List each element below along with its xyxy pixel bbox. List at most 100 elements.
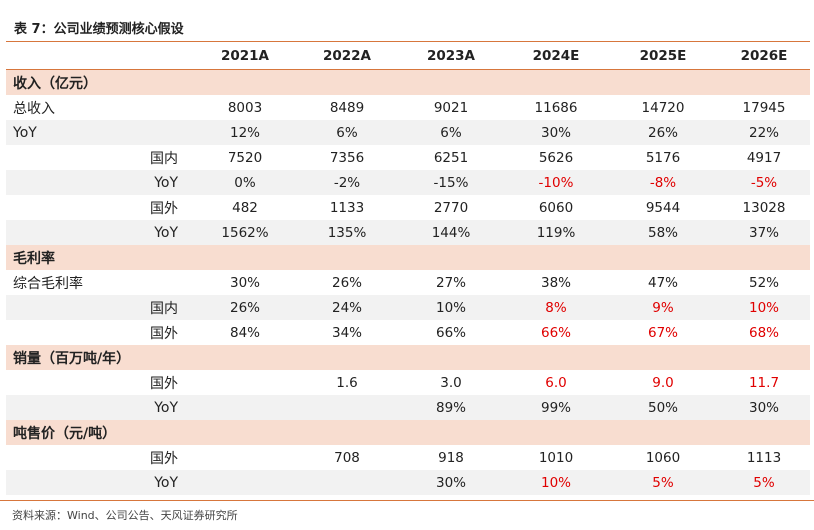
table-cell: 26% xyxy=(647,124,678,141)
table-cell xyxy=(195,420,295,445)
table-cell: 4917 xyxy=(746,149,782,166)
table-cell xyxy=(195,370,295,395)
table-title: 表 7：公司业绩预测核心假设 xyxy=(14,22,184,37)
table-row: YoY 89% 99% 50% 30% xyxy=(6,395,810,420)
column-header: 2022A xyxy=(322,47,372,64)
table-cell: 144% xyxy=(431,224,471,241)
table-cell: 26% xyxy=(229,299,260,316)
table-cell xyxy=(504,70,608,95)
row-label: 国外 xyxy=(150,450,178,467)
table-cell: 5% xyxy=(652,474,674,491)
row-label: 总收入 xyxy=(13,100,55,117)
table-cell xyxy=(399,70,503,95)
table-cell xyxy=(610,420,716,445)
table-cell xyxy=(399,420,503,445)
table-row: YoY 12% 6% 6% 30% 26% 22% xyxy=(6,120,810,145)
table-cell xyxy=(610,70,716,95)
table-cell: 14720 xyxy=(641,99,685,116)
table-cell: 9544 xyxy=(645,199,681,216)
table-header-row: 2021A 2022A 2023A 2024E 2025E 2026E xyxy=(6,42,810,70)
table-cell: 12% xyxy=(229,124,260,141)
table-row: 国外 1.6 3.0 6.0 9.0 11.7 xyxy=(6,370,810,395)
table-row: YoY 0% -2% -15% -10% -8% -5% xyxy=(6,170,810,195)
table-cell: -10% xyxy=(538,174,574,191)
section-header-row: 毛利率 xyxy=(6,245,810,270)
table-cell: 11686 xyxy=(534,99,578,116)
table-cell xyxy=(296,70,398,95)
table-row: 国内 26% 24% 10% 8% 9% 10% xyxy=(6,295,810,320)
table-cell: 10% xyxy=(435,299,466,316)
table-cell xyxy=(718,70,810,95)
table-cell: 52% xyxy=(748,274,779,291)
table-cell: 11.7 xyxy=(748,374,780,391)
table-cell xyxy=(399,245,503,270)
table-cell: 89% xyxy=(435,399,466,416)
table-cell: 13028 xyxy=(742,199,786,216)
table-cell: 9021 xyxy=(433,99,469,116)
table-cell: 30% xyxy=(540,124,571,141)
table-cell: 99% xyxy=(540,399,571,416)
table-cell: 1010 xyxy=(538,449,574,466)
table-cell: 66% xyxy=(540,324,571,341)
table-cell: -2% xyxy=(333,174,361,191)
table-cell: 1113 xyxy=(746,449,782,466)
table-cell: 8% xyxy=(545,299,567,316)
table-cell xyxy=(718,345,810,370)
table-cell: 30% xyxy=(229,274,260,291)
table-cell: 708 xyxy=(334,449,360,466)
row-label: YoY xyxy=(154,174,178,191)
column-header: 2025E xyxy=(639,47,687,64)
table-cell: 66% xyxy=(435,324,466,341)
table-cell: 135% xyxy=(327,224,367,241)
table-cell: 1060 xyxy=(645,449,681,466)
section-header-row: 收入（亿元） xyxy=(6,70,810,95)
row-label: 国外 xyxy=(150,200,178,217)
table-cell: 10% xyxy=(540,474,571,491)
table-cell: -5% xyxy=(750,174,778,191)
table-row: 国外 482 1133 2770 6060 9544 13028 xyxy=(6,195,810,220)
table-cell: 5176 xyxy=(645,149,681,166)
column-header: 2021A xyxy=(220,47,270,64)
table-cell xyxy=(195,445,295,470)
table-cell: 1133 xyxy=(329,199,365,216)
table-cell xyxy=(504,345,608,370)
table-row: 国内 7520 7356 6251 5626 5176 4917 xyxy=(6,145,810,170)
table-cell xyxy=(504,420,608,445)
section-label: 收入（亿元） xyxy=(13,75,97,92)
table-cell xyxy=(296,395,398,420)
table-cell: 6.0 xyxy=(545,374,567,391)
row-label: 国内 xyxy=(150,300,178,317)
table-cell: 38% xyxy=(540,274,571,291)
table-cell xyxy=(610,245,716,270)
table-cell: 6251 xyxy=(433,149,469,166)
section-label: 吨售价（元/吨） xyxy=(13,425,117,442)
column-header: 2024E xyxy=(532,47,580,64)
table-cell: 0% xyxy=(234,174,256,191)
column-header: 2023A xyxy=(426,47,476,64)
table-cell: -15% xyxy=(433,174,469,191)
table-cell xyxy=(296,470,398,495)
table-cell: 5% xyxy=(753,474,775,491)
section-label: 毛利率 xyxy=(13,250,55,267)
table-cell: 1562% xyxy=(221,224,269,241)
table-row: YoY 1562% 135% 144% 119% 58% 37% xyxy=(6,220,810,245)
table-cell xyxy=(195,345,295,370)
table-cell: -8% xyxy=(649,174,677,191)
table-row: 国外 84% 34% 66% 66% 67% 68% xyxy=(6,320,810,345)
table-cell: 26% xyxy=(331,274,362,291)
table-cell: 30% xyxy=(435,474,466,491)
section-label: 销量（百万吨/年） xyxy=(13,350,131,367)
table-cell: 119% xyxy=(536,224,576,241)
table-cell xyxy=(195,245,295,270)
table-cell: 67% xyxy=(647,324,678,341)
row-label: YoY xyxy=(154,474,178,491)
row-label: YoY xyxy=(154,224,178,241)
section-header-row: 吨售价（元/吨） xyxy=(6,420,810,445)
table-row: 国外 708 918 1010 1060 1113 xyxy=(6,445,810,470)
table-cell: 6060 xyxy=(538,199,574,216)
table-cell xyxy=(195,470,295,495)
table-cell: 34% xyxy=(331,324,362,341)
table-cell: 50% xyxy=(647,399,678,416)
row-label: 国外 xyxy=(150,325,178,342)
table-cell: 6% xyxy=(440,124,462,141)
